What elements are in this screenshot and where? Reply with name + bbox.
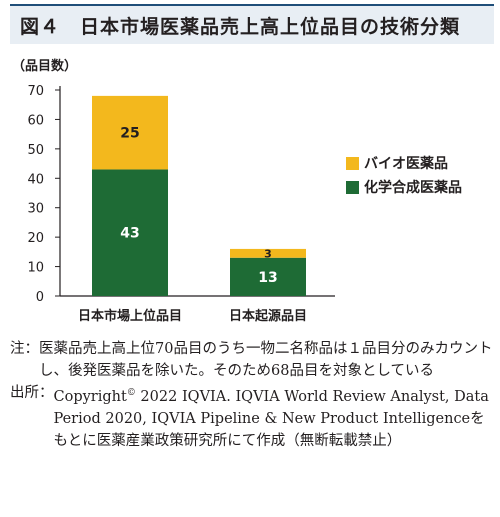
y-tick-label: 50 xyxy=(27,143,44,158)
legend-swatch xyxy=(346,181,359,194)
y-tick-label: 40 xyxy=(27,172,44,187)
note-label: 注： xyxy=(10,341,39,357)
bar-value-label: 13 xyxy=(258,270,277,286)
y-tick-label: 70 xyxy=(27,84,44,99)
copyright-mark: © xyxy=(126,388,136,398)
bar-segment xyxy=(230,257,306,296)
x-category-label: 日本起源品目 xyxy=(229,308,307,324)
bar-value-label: 43 xyxy=(120,226,139,242)
bar-segment xyxy=(230,248,306,258)
y-tick-label: 20 xyxy=(27,231,44,246)
bar-segment xyxy=(92,95,168,170)
y-axis-title: （品目数） xyxy=(12,58,77,74)
figure-notes: 注： 医薬品売上高上位70品目のうち一物二名称品は１品目分のみカウントし、後発医… xyxy=(10,338,494,452)
bar-value-label: 3 xyxy=(264,247,272,260)
source-row: 出所： Copyright© 2022 IQVIA. IQVIA World R… xyxy=(10,382,494,452)
note-row: 注： 医薬品売上高上位70品目のうち一物二名称品は１品目分のみカウントし、後発医… xyxy=(10,338,494,382)
y-tick-label: 60 xyxy=(27,113,44,128)
legend-label: 化学合成医薬品 xyxy=(364,179,462,196)
note-text: 医薬品売上高上位70品目のうち一物二名称品は１品目分のみカウントし、後発医薬品を… xyxy=(39,341,493,379)
legend-swatch xyxy=(346,157,359,170)
source-text: Copyright© 2022 IQVIA. IQVIA World Revie… xyxy=(54,382,495,452)
source-body: 2022 IQVIA. IQVIA World Review Analyst, … xyxy=(53,388,489,449)
figure-title: 図４ 日本市場医薬品売上高上位品目の技術分類 xyxy=(10,4,494,44)
x-category-label: 日本市場上位品目 xyxy=(78,308,182,324)
stacked-bar-chart: （品目数） 0 10 20 30 40 50 60 70 43 25 日本市場上位品目 13 3 日本起源品… xyxy=(12,58,462,324)
bar-value-label: 25 xyxy=(120,126,139,142)
source-label: 出所： xyxy=(10,385,54,401)
y-tick-label: 10 xyxy=(27,261,44,276)
bar-segment xyxy=(92,169,168,296)
y-tick-label: 30 xyxy=(27,202,44,217)
y-tick-label: 0 xyxy=(36,290,44,305)
copyright-word: Copyright xyxy=(53,388,127,405)
legend-label: バイオ医薬品 xyxy=(364,155,448,172)
